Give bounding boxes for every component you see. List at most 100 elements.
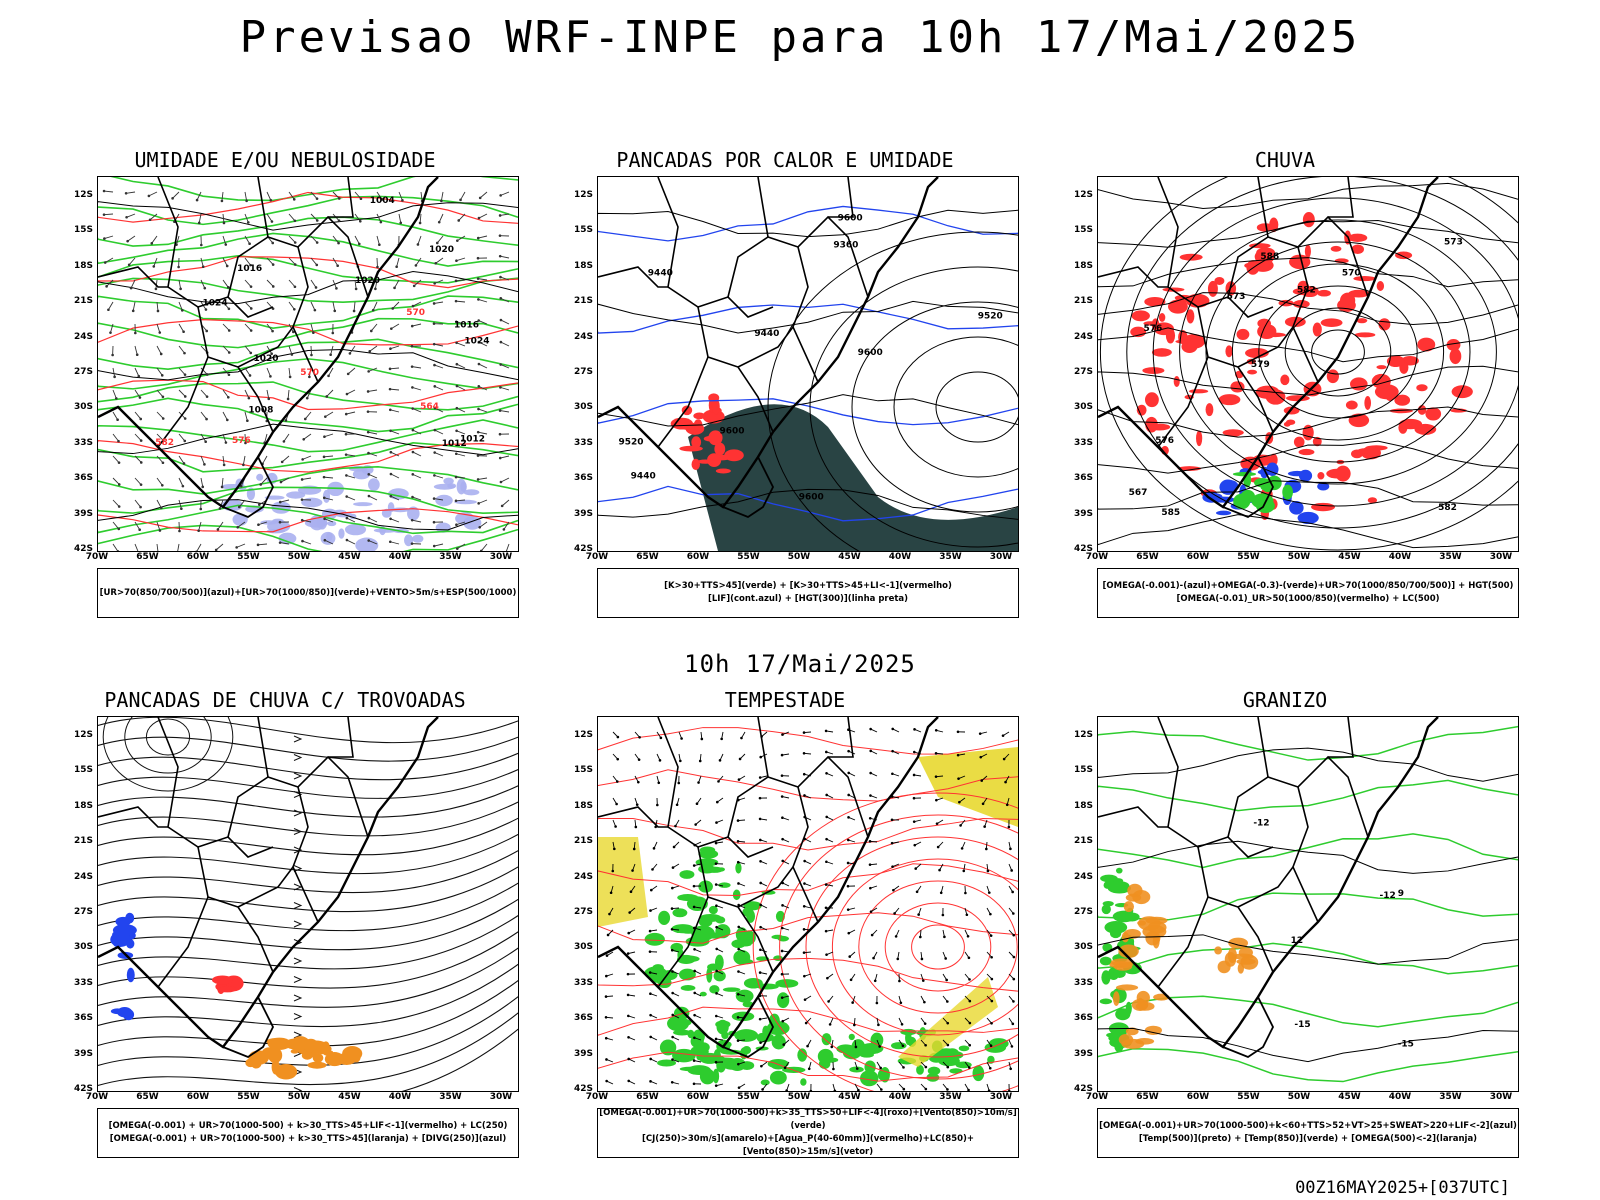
rain-red-area xyxy=(1451,385,1473,399)
wind-vector xyxy=(455,523,458,527)
wind-vector xyxy=(313,308,317,312)
wind-vector xyxy=(437,220,441,224)
contour-value-label: 1024 xyxy=(203,299,228,309)
omega-blue-area xyxy=(1298,469,1313,482)
wind-vector xyxy=(500,410,510,413)
temp850-green-contour xyxy=(1124,912,1140,922)
wind-vector xyxy=(242,455,246,465)
wind-vector xyxy=(345,392,349,396)
wind-vector xyxy=(288,375,292,379)
wind-vector xyxy=(783,1066,787,1070)
wind-vector xyxy=(411,473,415,476)
wind-vector xyxy=(335,287,338,290)
wind-vector xyxy=(878,1045,881,1048)
wind-vector xyxy=(434,343,444,347)
humidity-blue-area xyxy=(407,506,420,521)
wind-vector xyxy=(737,1062,740,1066)
wind-vector xyxy=(501,499,510,507)
wind-vector xyxy=(456,430,466,435)
wind-vector xyxy=(410,518,414,522)
wind-vector xyxy=(671,970,674,973)
wind-vector xyxy=(134,499,141,508)
wind-vector xyxy=(332,191,340,199)
wind-vector xyxy=(327,374,330,378)
wind-vector xyxy=(477,407,480,411)
wind-vector xyxy=(160,374,164,377)
wind-vector xyxy=(283,433,290,442)
wind-vector xyxy=(891,772,894,776)
jet-yellow-area xyxy=(918,747,1018,827)
rain-red-area xyxy=(1285,419,1296,425)
wind-vector xyxy=(235,546,238,549)
wind-vector xyxy=(414,264,418,267)
wind-vector xyxy=(478,477,488,480)
lc850-red-contour xyxy=(598,1006,1018,1036)
rain-red-area xyxy=(1143,321,1158,326)
contour-value-label: 9440 xyxy=(631,471,656,481)
humidity-blue-area xyxy=(412,534,424,543)
wind-vector xyxy=(671,1058,674,1061)
instability-red-area xyxy=(715,468,731,474)
rain-red-area xyxy=(1450,408,1467,413)
wind-vector xyxy=(117,483,121,486)
omega500-orange-area xyxy=(1237,962,1245,974)
longitude-label: 30W xyxy=(489,552,513,562)
wind-vector xyxy=(809,1089,813,1091)
latitude-label: 27S xyxy=(1073,367,1093,377)
state-border xyxy=(792,246,819,383)
wind-vector xyxy=(322,455,326,459)
wind-vector xyxy=(824,906,828,910)
wind-vector xyxy=(868,840,872,843)
wind850-green-area xyxy=(905,1030,912,1046)
panel-umidade: UMIDADE E/OU NEBULOSIDADE 12S 15S 18S 21S 24S… xyxy=(45,148,525,648)
wind-vector xyxy=(271,263,275,266)
wind850-green-area xyxy=(706,967,713,983)
wind-vector xyxy=(279,480,283,484)
wind-vector xyxy=(134,543,139,551)
pressure-black-contour xyxy=(98,423,518,456)
wind-vector xyxy=(180,309,184,312)
latitude-label: 39S xyxy=(1073,1048,1093,1059)
streamline xyxy=(293,1087,303,1091)
wind-vector xyxy=(325,411,334,418)
uruguay-border xyxy=(722,456,775,519)
rain-red-area xyxy=(1131,310,1150,322)
wind-vector xyxy=(627,1079,631,1083)
wind-vector xyxy=(266,213,273,222)
omega500-orange-area xyxy=(1137,920,1147,926)
wind-vector xyxy=(178,367,186,375)
wind-vector xyxy=(890,841,894,845)
wind-vector xyxy=(674,824,677,828)
wind-vector xyxy=(1004,780,1007,784)
wind850-green-area xyxy=(797,1048,808,1062)
wind-vector xyxy=(780,753,784,757)
wind-vector xyxy=(300,498,304,501)
longitude-label: 50W xyxy=(787,552,811,562)
hgt500-contour xyxy=(1231,263,1445,441)
wind850-green-area xyxy=(713,970,726,982)
wind-vector xyxy=(262,455,268,465)
wind-vector xyxy=(700,737,704,741)
map-pancadas_trovoadas xyxy=(97,716,519,1092)
wind-vector xyxy=(828,1023,832,1026)
panel-title: PANCADAS POR CALOR E UMIDADE xyxy=(616,148,954,172)
wind-vector xyxy=(736,839,740,843)
wind-vector xyxy=(715,904,718,907)
wind-vector xyxy=(103,261,107,264)
wind-vector xyxy=(411,407,414,410)
wind-vector xyxy=(183,439,187,443)
wind-vector xyxy=(134,331,137,335)
wind-vector xyxy=(106,279,114,287)
rain-red-area xyxy=(1376,281,1385,292)
rain-red-area xyxy=(1298,448,1315,456)
wind850-green-area xyxy=(721,1031,729,1040)
wind-vector xyxy=(960,847,964,850)
wind-vector xyxy=(434,543,444,547)
wind-vector xyxy=(432,302,436,305)
latitude-label: 15S xyxy=(573,225,593,236)
wind-vector xyxy=(390,518,400,523)
wind-vector xyxy=(380,198,384,201)
wind-vector xyxy=(990,955,993,959)
streamline xyxy=(98,752,518,781)
latitude-label: 42S xyxy=(73,1084,93,1094)
